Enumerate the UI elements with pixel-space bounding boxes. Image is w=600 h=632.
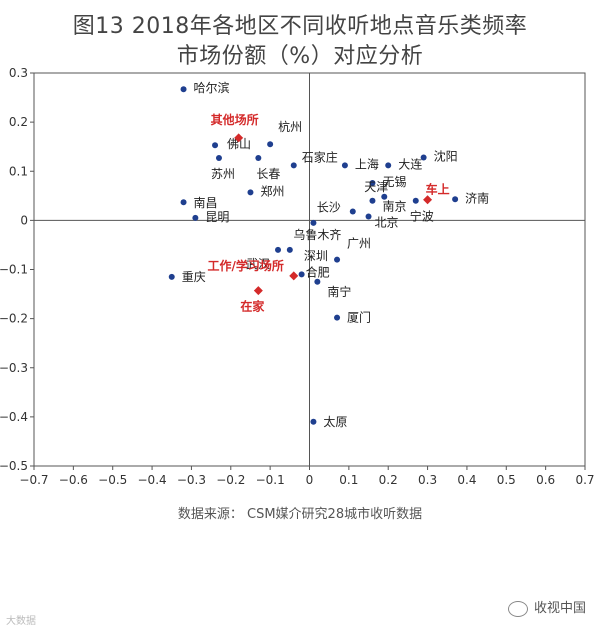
city-label: 石家庄: [302, 149, 338, 164]
city-point: [412, 197, 419, 204]
location-point: [423, 195, 433, 205]
wechat-icon: [507, 600, 528, 617]
x-tick-label: −0.6: [59, 473, 88, 487]
y-tick-label: 0.1: [9, 164, 28, 178]
city-label: 大连: [398, 156, 422, 171]
city-point: [365, 213, 372, 220]
city-point: [314, 278, 321, 285]
location-label: 工作/学习场所: [208, 258, 284, 273]
x-tick-label: −0.1: [256, 473, 285, 487]
data-source-note: 数据来源： CSM媒介研究28城市收听数据: [177, 507, 423, 522]
city-point: [168, 273, 175, 280]
city-label: 无锡: [382, 174, 406, 189]
city-point: [385, 162, 392, 169]
city-label: 沈阳: [434, 148, 458, 163]
city-label: 宁波: [410, 209, 434, 224]
location-point: [253, 286, 263, 296]
city-point: [192, 214, 199, 221]
y-tick-label: −0.2: [0, 312, 28, 326]
city-label: 天津: [364, 180, 388, 194]
city-label: 乌鲁木齐: [293, 227, 341, 242]
x-tick-label: 0.6: [536, 473, 555, 487]
x-tick-label: 0.1: [339, 473, 358, 487]
city-point: [247, 189, 254, 196]
city-point: [452, 196, 459, 203]
city-label: 太原: [323, 414, 347, 429]
city-label: 北京: [375, 215, 399, 229]
city-label: 哈尔滨: [194, 80, 230, 95]
city-point: [310, 418, 317, 425]
y-tick-label: −0.1: [0, 263, 28, 277]
x-tick-label: 0.3: [418, 473, 437, 487]
city-label: 合肥: [306, 264, 330, 279]
city-label: 上海: [355, 156, 379, 171]
chart-title-line1: 图13 2018年各地区不同收听地点音乐类频率: [72, 14, 528, 39]
city-label: 重庆: [182, 270, 206, 284]
city-label: 长春: [256, 167, 280, 181]
city-point: [369, 197, 376, 204]
location-point: [289, 271, 299, 281]
x-tick-label: 0.4: [457, 473, 476, 487]
city-label: 杭州: [278, 119, 302, 134]
city-label: 佛山: [227, 137, 251, 151]
y-tick-label: −0.5: [0, 459, 28, 473]
x-tick-label: 0.5: [497, 473, 516, 487]
chart-title-line2: 市场份额（%）对应分析: [176, 44, 424, 69]
city-point: [267, 141, 274, 148]
city-point: [334, 256, 341, 263]
x-tick-label: 0.2: [379, 473, 398, 487]
city-label: 南京: [382, 199, 406, 214]
city-point: [349, 208, 356, 215]
city-label: 深圳: [304, 249, 328, 263]
x-tick-label: −0.7: [19, 473, 48, 487]
location-label: 在家: [240, 299, 265, 314]
city-point: [180, 86, 187, 93]
location-label: 其他场所: [211, 112, 259, 127]
city-point: [180, 199, 187, 206]
city-point: [334, 314, 341, 321]
city-point: [381, 193, 388, 200]
y-tick-label: 0.3: [9, 66, 28, 80]
x-tick-label: 0.7: [575, 473, 594, 487]
city-point: [255, 154, 262, 161]
x-tick-label: −0.2: [216, 473, 245, 487]
city-label: 南宁: [327, 284, 351, 299]
location-label: 车上: [426, 182, 450, 197]
location-point: [234, 133, 244, 143]
city-label: 济南: [465, 190, 489, 205]
y-tick-label: 0.2: [9, 115, 28, 129]
city-label: 武汉: [246, 257, 270, 271]
city-point: [275, 246, 282, 253]
y-tick-label: 0: [20, 213, 28, 227]
watermark-right-label: 收视中国: [533, 601, 586, 616]
city-point: [286, 246, 293, 253]
city-point: [290, 162, 297, 169]
city-point: [341, 162, 348, 169]
city-label: 昆明: [205, 210, 229, 224]
x-tick-label: 0: [306, 473, 314, 487]
x-tick-label: −0.4: [138, 473, 167, 487]
y-tick-label: −0.3: [0, 361, 28, 375]
city-point: [212, 142, 219, 149]
watermark-right: 收视中国: [507, 597, 586, 617]
city-label: 长沙: [317, 201, 341, 215]
city-point: [298, 271, 305, 278]
city-label: 厦门: [347, 310, 371, 325]
city-label: 广州: [347, 237, 371, 251]
city-point: [420, 154, 427, 161]
watermark-left: 大数据: [6, 616, 36, 627]
city-point: [310, 219, 317, 226]
x-tick-label: −0.5: [98, 473, 127, 487]
x-tick-label: −0.3: [177, 473, 206, 487]
city-label: 南昌: [194, 195, 218, 210]
city-point: [369, 180, 376, 187]
city-label: 郑州: [260, 183, 284, 198]
city-label: 苏州: [211, 167, 235, 181]
y-tick-label: −0.4: [0, 410, 28, 424]
city-point: [215, 154, 222, 161]
